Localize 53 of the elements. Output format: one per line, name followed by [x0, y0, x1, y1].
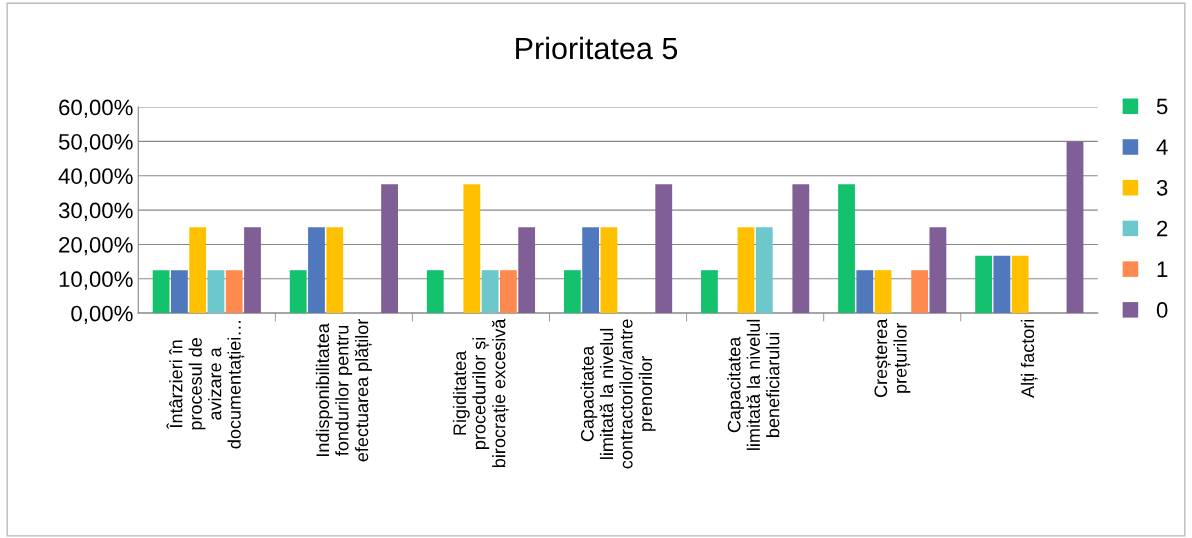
- y-tick-label: 0,00%: [71, 305, 133, 325]
- x-tick-label: Creșterea prețurilor: [874, 318, 911, 398]
- y-tick-label: 20,00%: [59, 236, 133, 256]
- bar: [170, 270, 188, 314]
- bar: [737, 227, 755, 314]
- bar: [308, 227, 325, 314]
- bar: [582, 227, 600, 314]
- bar: [326, 227, 344, 314]
- bar: [152, 270, 170, 314]
- bar: [1011, 255, 1029, 314]
- bar: [426, 270, 444, 314]
- bar: [481, 270, 499, 314]
- legend-label: 2: [1157, 220, 1168, 237]
- bar: [225, 270, 243, 314]
- bar: [655, 184, 673, 314]
- bar: [289, 270, 307, 314]
- x-tick-label: Rigiditatea procedurilor și birocrație excesivă: [452, 318, 510, 468]
- bar: [856, 270, 874, 314]
- bar: [929, 227, 947, 314]
- y-tick-label: 60,00%: [59, 99, 133, 118]
- bar: [381, 184, 398, 314]
- legend-label: 0: [1156, 302, 1168, 318]
- legend-label: 1: [1157, 261, 1168, 277]
- legend-label: 5: [1156, 98, 1168, 115]
- bar: [518, 227, 536, 314]
- bar: [975, 255, 993, 314]
- bar: [792, 184, 810, 314]
- bar: [563, 270, 581, 314]
- x-tick-label: Capacitatea limitată la nivelul contractorilor/antre prenorilor: [580, 319, 656, 469]
- legend-label: 4: [1156, 139, 1168, 155]
- x-tick-label: Capacitatea limitată la nivelul beneficiarului: [727, 319, 780, 450]
- bar: [499, 270, 517, 314]
- bar: [463, 184, 481, 314]
- bar: [207, 270, 225, 314]
- bar: [244, 227, 261, 314]
- chart-title: Prioritatea 5: [516, 36, 678, 60]
- y-tick-label: 30,00%: [58, 202, 133, 221]
- bar: [189, 227, 207, 314]
- bar: [701, 270, 718, 314]
- bar: [838, 184, 855, 314]
- bar: [874, 270, 892, 314]
- bar: [755, 227, 773, 314]
- bar: [600, 227, 618, 314]
- legend-label: 3: [1156, 179, 1168, 196]
- bar: [993, 255, 1011, 314]
- x-tick-label: Alți factori: [1020, 319, 1038, 398]
- x-tick-label: Întârzieri în procesul de avizare a documentației…: [166, 321, 245, 449]
- bar: [911, 270, 929, 314]
- y-tick-label: 50,00%: [58, 133, 133, 153]
- y-tick-label: 40,00%: [58, 168, 133, 187]
- y-tick-label: 10,00%: [59, 271, 133, 290]
- bar: [1066, 141, 1084, 314]
- x-tick-label: Indisponibilitatea fondurilor pentru efectuarea plăților: [315, 318, 372, 462]
